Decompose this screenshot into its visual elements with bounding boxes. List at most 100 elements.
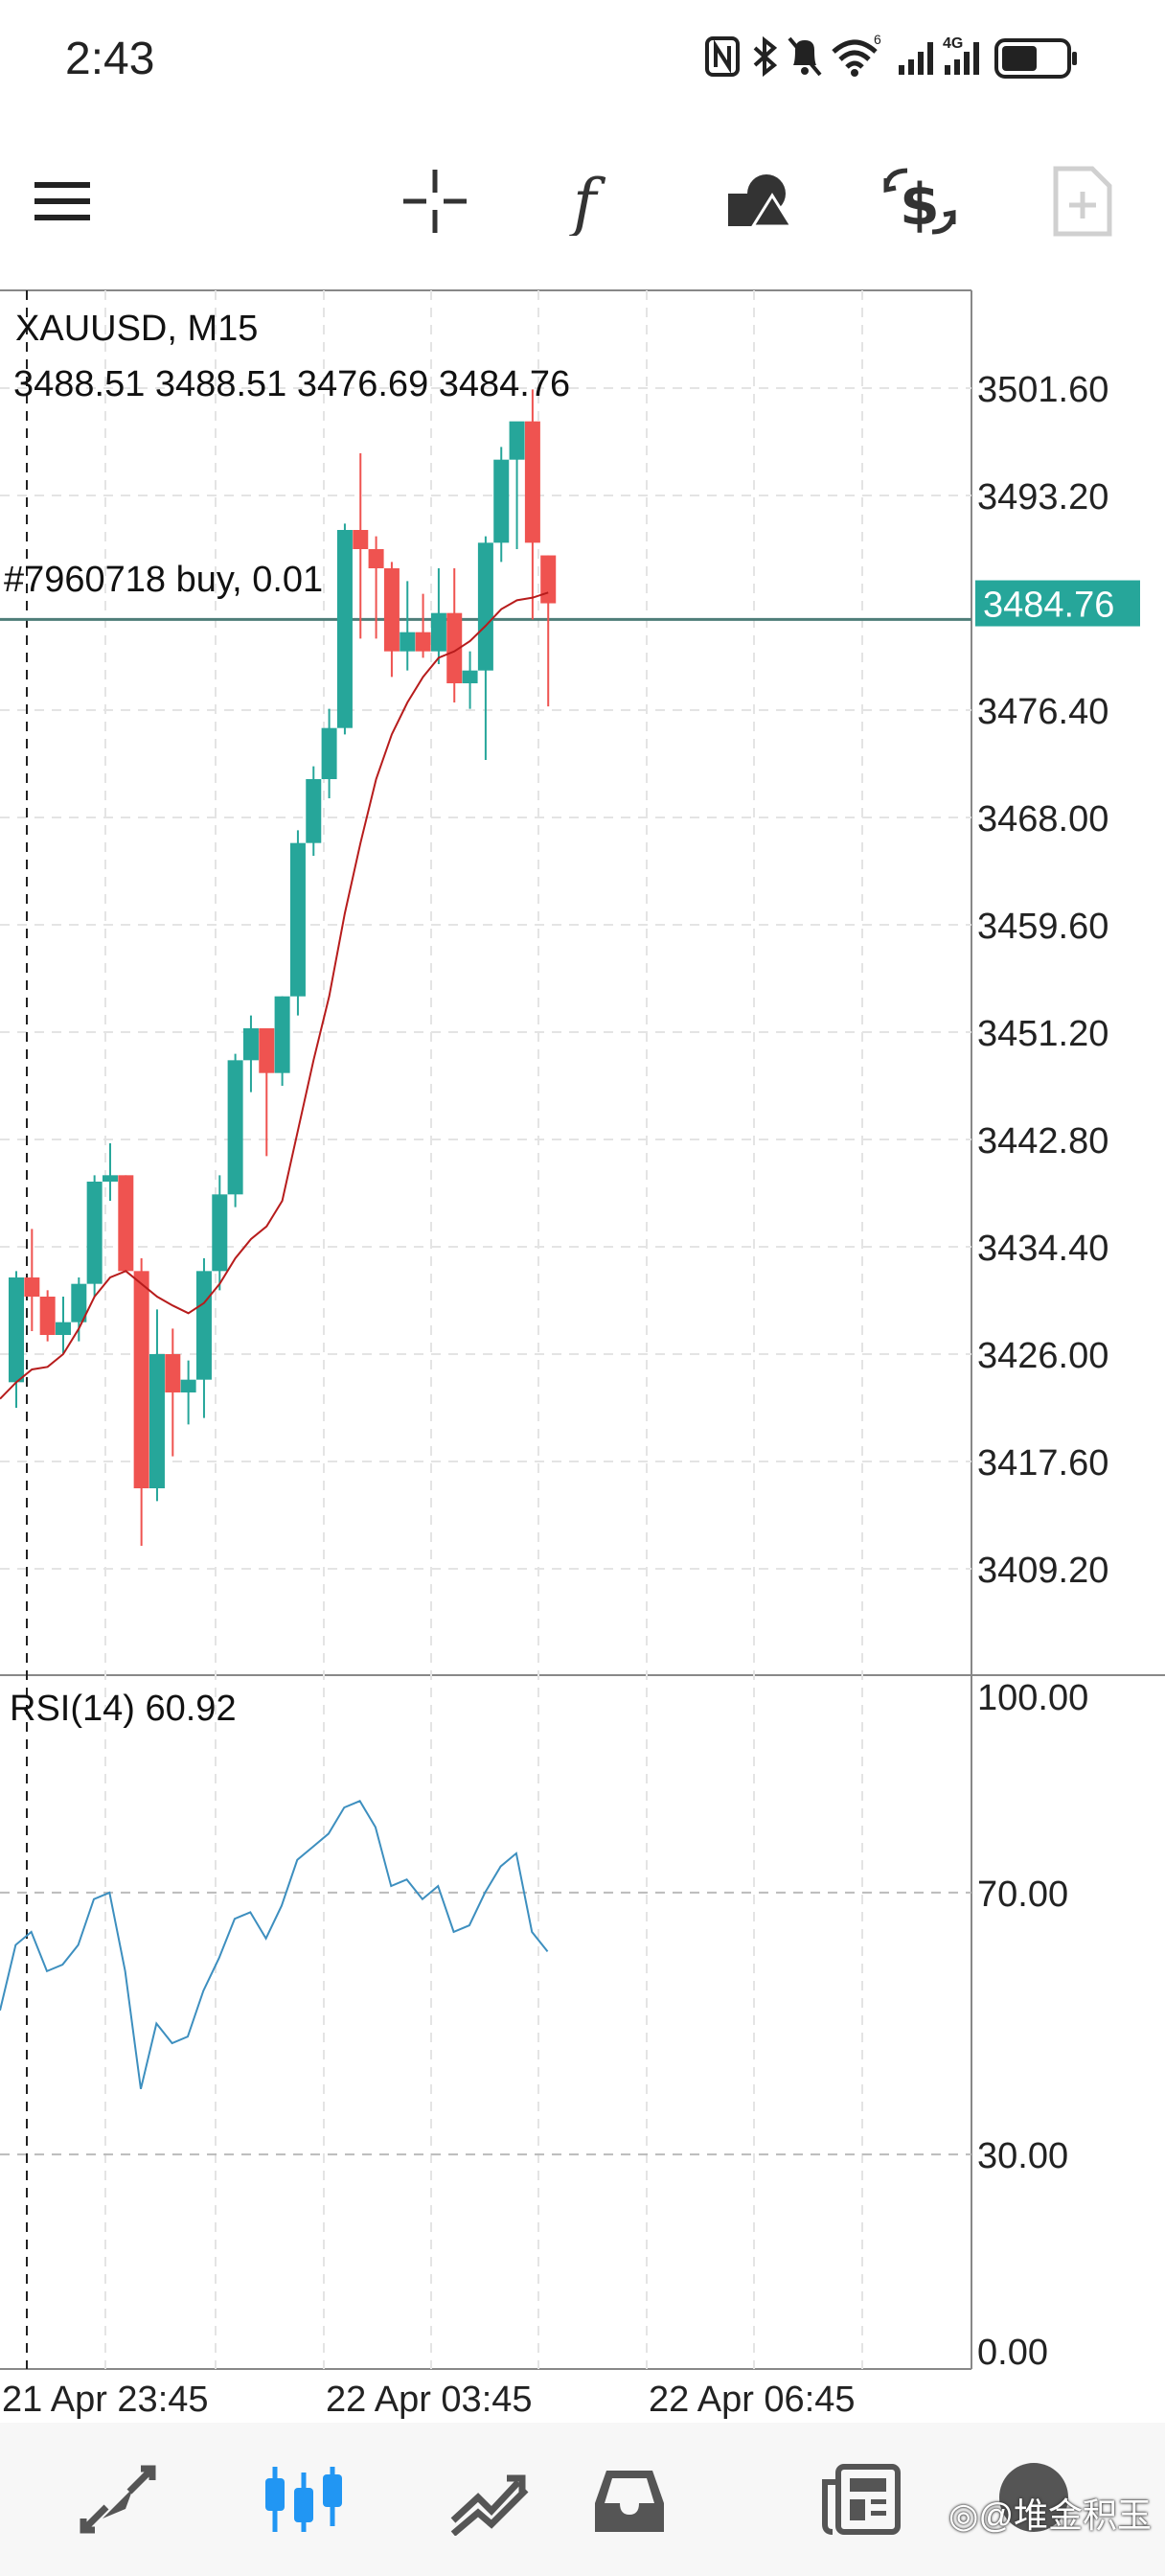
- candle-body: [9, 1277, 24, 1383]
- trade-dollar-icon: $: [883, 168, 956, 238]
- candle-body: [306, 779, 322, 843]
- candle-body: [353, 530, 369, 549]
- bluetooth-icon: [753, 35, 778, 78]
- candle-body: [39, 1297, 56, 1335]
- candle-body: [71, 1283, 87, 1322]
- candle-body: [400, 632, 416, 652]
- candle-body: [165, 1354, 181, 1392]
- status-time: 2:43: [65, 34, 155, 84]
- crosshair-icon: [403, 170, 467, 233]
- order-line-label[interactable]: #7960718 buy, 0.01: [4, 560, 324, 600]
- rsi-tick-label: 100.00: [977, 1678, 1088, 1718]
- chat-icon: [999, 2463, 1068, 2532]
- nav-trade[interactable]: [418, 2423, 561, 2576]
- status-bar: 2:43 6 4G: [0, 0, 1165, 115]
- candle-body: [509, 421, 525, 460]
- price-tick-label: 3442.80: [977, 1121, 1108, 1162]
- rsi-tick-label: 30.00: [977, 2136, 1068, 2176]
- price-tick-label: 3426.00: [977, 1336, 1108, 1376]
- svg-text:4G: 4G: [943, 35, 963, 52]
- history-icon: [595, 2471, 664, 2532]
- menu-icon: [34, 182, 90, 220]
- current-price-tag: [975, 580, 1140, 627]
- candle-body: [477, 542, 493, 671]
- candle-body: [259, 1028, 275, 1073]
- trade-icon: [450, 2474, 529, 2536]
- signal-4g-icon: 4G: [943, 35, 979, 75]
- price-tick-label: 3476.40: [977, 692, 1108, 732]
- candle-body: [462, 670, 478, 683]
- candle-body: [274, 996, 290, 1073]
- candle-body: [212, 1194, 228, 1272]
- battery-icon: [994, 38, 1077, 79]
- x-axis-label: 22 Apr 03:45: [326, 2380, 533, 2420]
- candle-body: [133, 1271, 149, 1488]
- candle-body: [148, 1354, 165, 1488]
- rsi-tick-label: 70.00: [977, 1874, 1068, 1915]
- signal-icon: [899, 42, 933, 75]
- candle-body: [227, 1060, 243, 1195]
- rsi-label: RSI(14) 60.92: [10, 1689, 237, 1729]
- price-tick-label: 3434.40: [977, 1229, 1108, 1269]
- ohlc-values: 3488.51 3488.51 3476.69 3484.76: [13, 364, 571, 404]
- candle-body: [195, 1271, 212, 1380]
- chart-area[interactable]: 3501.60 3493.20 3476.40 3468.00 3459.60 3451.…: [0, 288, 1165, 2425]
- candle-body: [321, 727, 337, 779]
- candle-body: [446, 612, 463, 683]
- price-tick-label: 3493.20: [977, 477, 1108, 518]
- price-tick-label: 3501.60: [977, 370, 1108, 410]
- status-icons: 6 4G: [705, 32, 1077, 79]
- candle-body: [242, 1028, 259, 1061]
- nav-chat[interactable]: [962, 2423, 1106, 2576]
- quotes-icon: [80, 2465, 156, 2534]
- price-chart[interactable]: 3501.60 3493.20 3476.40 3468.00 3459.60 3451.…: [0, 288, 1165, 2425]
- moving-average-line: [0, 591, 549, 1400]
- candle-body: [383, 568, 400, 652]
- x-axis-label: 21 Apr 23:45: [2, 2380, 209, 2420]
- new-order-icon: [1053, 166, 1112, 237]
- candle-body: [336, 530, 353, 728]
- wifi-icon: 6: [832, 32, 881, 77]
- watermark: ◎@堆金积玉: [948, 2496, 1152, 2535]
- nav-news[interactable]: [789, 2423, 933, 2576]
- svg-text:f: f: [568, 167, 606, 236]
- objects-button[interactable]: [701, 134, 816, 268]
- svg-text:$: $: [900, 172, 940, 238]
- chart-toolbar: f $: [0, 134, 1165, 268]
- indicators-icon: f: [568, 167, 606, 236]
- nav-history[interactable]: [558, 2423, 701, 2576]
- candle-body: [493, 459, 510, 543]
- svg-text:6: 6: [874, 32, 881, 47]
- candle-body: [24, 1277, 40, 1297]
- candle-body: [540, 555, 557, 604]
- candle-body: [289, 842, 306, 997]
- indicators-button[interactable]: f: [538, 134, 653, 268]
- candle-body: [118, 1175, 134, 1272]
- crosshair-button[interactable]: [377, 134, 492, 268]
- candle-body: [430, 612, 446, 652]
- chart-icon: [265, 2467, 342, 2532]
- rsi-line: [0, 1800, 549, 2090]
- price-tick-label: 3409.20: [977, 1551, 1108, 1591]
- price-tick-label: 3459.60: [977, 907, 1108, 947]
- price-tick-label: 3451.20: [977, 1014, 1108, 1054]
- candle-body: [524, 421, 540, 543]
- candle-body: [368, 549, 384, 568]
- bottom-navigation: [0, 2423, 1165, 2576]
- current-price-value: 3484.76: [983, 586, 1114, 626]
- candle-body: [415, 632, 431, 652]
- objects-icon: [728, 174, 793, 228]
- rsi-tick-label: 0.00: [977, 2333, 1048, 2373]
- news-icon: [822, 2464, 901, 2535]
- candle-body: [180, 1379, 196, 1392]
- price-tick-label: 3417.60: [977, 1443, 1108, 1484]
- menu-button[interactable]: [6, 134, 121, 268]
- new-order-button[interactable]: [1025, 134, 1140, 268]
- mute-icon: [788, 36, 822, 77]
- candle-body: [55, 1322, 71, 1335]
- nav-quotes[interactable]: [46, 2423, 190, 2576]
- candle-body: [102, 1175, 118, 1182]
- nav-chart[interactable]: [232, 2423, 376, 2576]
- trade-button[interactable]: $: [862, 134, 977, 268]
- x-axis-label: 22 Apr 06:45: [649, 2380, 856, 2420]
